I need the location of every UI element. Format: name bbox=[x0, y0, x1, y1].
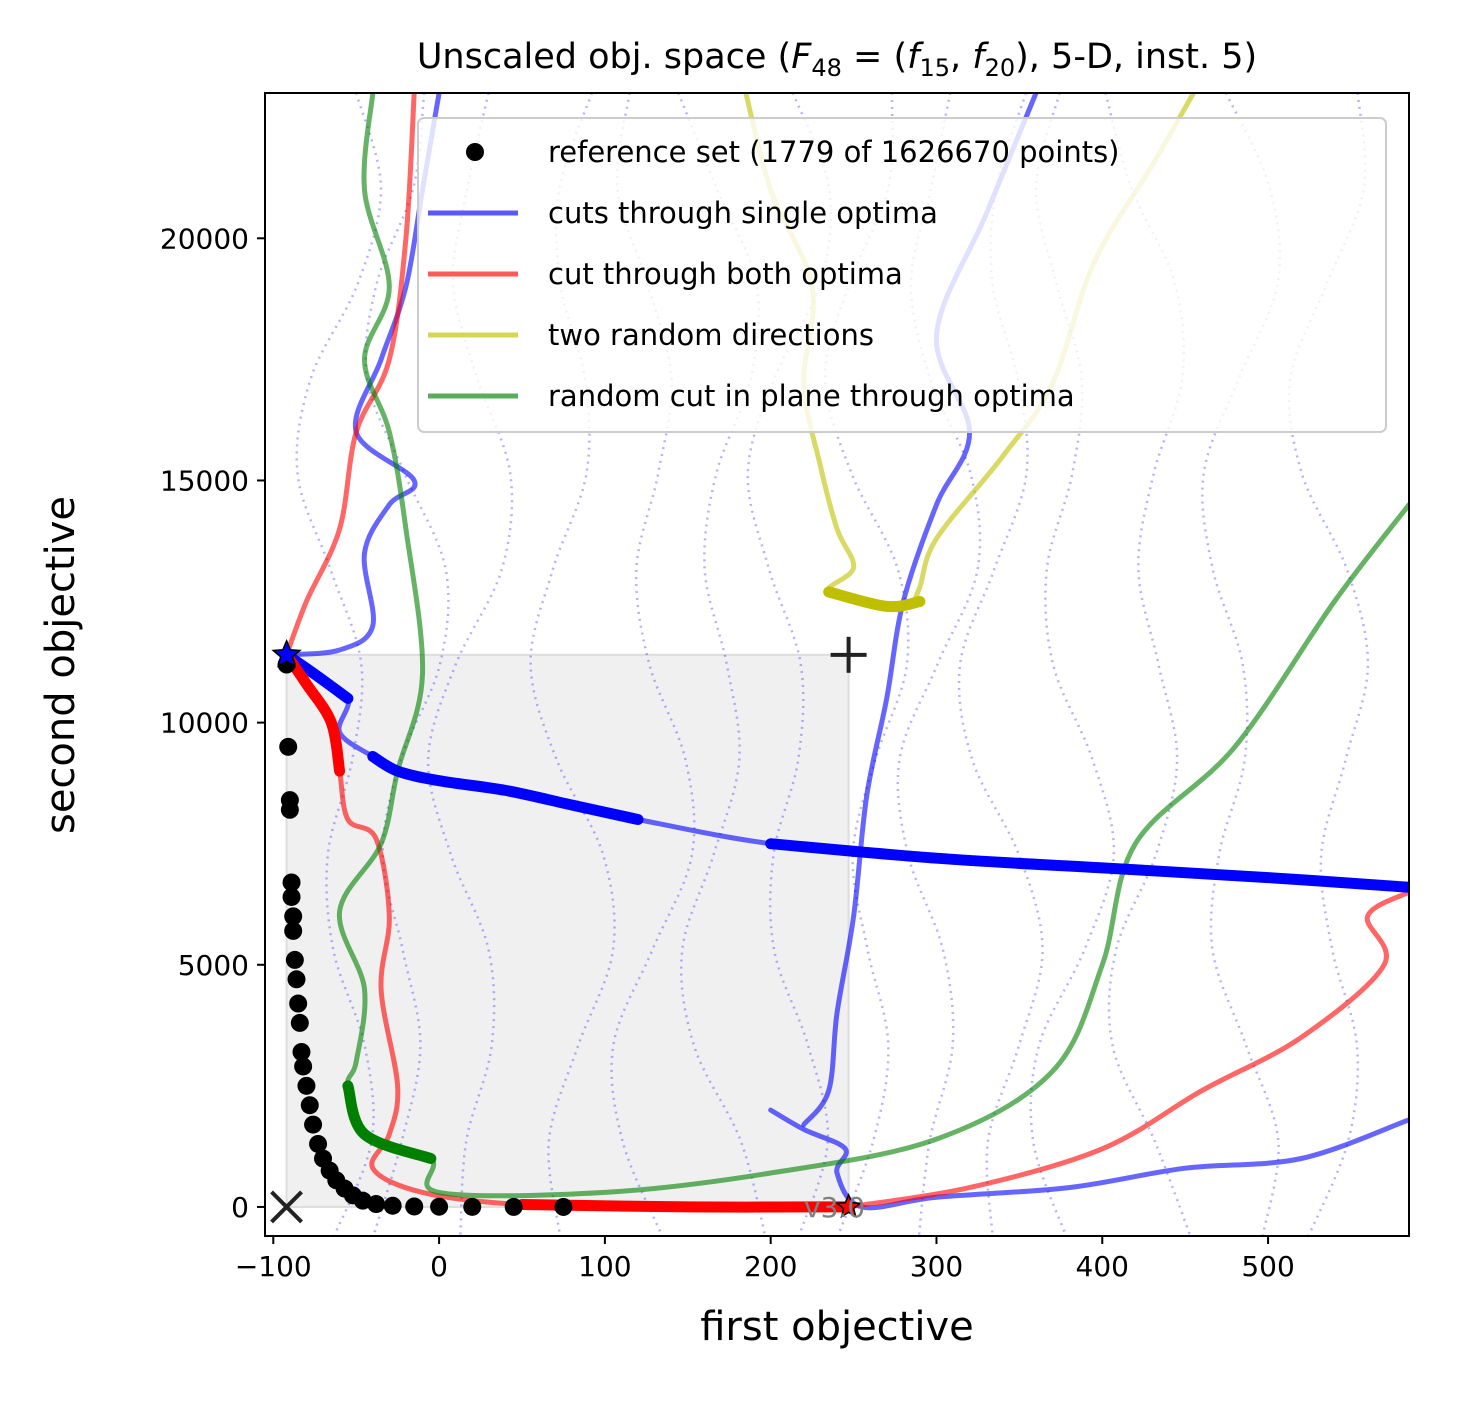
x-axis-title: first objective bbox=[700, 1304, 974, 1350]
x-axis: −100 0 100 200 300 400 500 bbox=[235, 1236, 1295, 1283]
y-tick-label: 0 bbox=[231, 1191, 249, 1224]
legend-marker bbox=[466, 143, 484, 161]
y-axis: 0 5000 10000 15000 20000 bbox=[160, 222, 265, 1224]
legend-label: random cut in plane through optima bbox=[548, 379, 1075, 413]
plot-frame bbox=[264, 92, 1410, 1237]
x-tick-label: 0 bbox=[430, 1250, 448, 1283]
reference-point bbox=[287, 970, 306, 989]
reference-point bbox=[284, 921, 303, 940]
x-tick-label: −100 bbox=[235, 1250, 312, 1283]
reference-point bbox=[292, 1042, 311, 1061]
legend-label: reference set (1779 of 1626670 points) bbox=[548, 135, 1120, 169]
legend-box bbox=[417, 117, 1387, 433]
reference-point bbox=[300, 1096, 319, 1115]
y-axis-title: second objective bbox=[38, 496, 84, 834]
reference-point bbox=[289, 994, 308, 1013]
highlight-segment bbox=[367, 751, 644, 825]
x-tick-label: 400 bbox=[1076, 1250, 1129, 1283]
y-tick-label: 15000 bbox=[160, 464, 249, 497]
reference-point bbox=[290, 1013, 309, 1032]
series-line bbox=[846, 889, 1409, 1210]
x-tick-label: 100 bbox=[578, 1250, 631, 1283]
special-markers bbox=[270, 636, 867, 1224]
series-line bbox=[284, 93, 442, 658]
optimum-f1-star bbox=[835, 1192, 862, 1219]
reference-point bbox=[294, 1057, 313, 1076]
reference-point bbox=[285, 950, 304, 969]
y-tick-label: 10000 bbox=[160, 707, 249, 740]
legend: reference set (1779 of 1626670 points) cu… bbox=[417, 117, 1387, 433]
series-line bbox=[768, 1107, 1409, 1211]
dominated-region bbox=[285, 653, 850, 1208]
reference-point bbox=[405, 1197, 424, 1216]
reference-point bbox=[309, 1134, 328, 1153]
version-label: v3.0 bbox=[804, 1191, 865, 1224]
dotted-cut-line bbox=[1201, 93, 1282, 1236]
nadir-point-marker bbox=[830, 636, 867, 673]
x-tick-label: 500 bbox=[1241, 1250, 1294, 1283]
legend-label: cut through both optima bbox=[548, 257, 903, 291]
legend-label: two random directions bbox=[548, 318, 874, 352]
dotted-cut-line bbox=[746, 93, 833, 1236]
x-tick-label: 200 bbox=[744, 1250, 797, 1283]
reference-point bbox=[279, 737, 298, 756]
reference-point bbox=[430, 1197, 449, 1216]
reference-point bbox=[280, 800, 299, 819]
dotted-cut-line bbox=[295, 93, 383, 1236]
series-layer bbox=[281, 93, 1409, 1213]
reference-set bbox=[277, 655, 573, 1216]
reference-point bbox=[282, 887, 301, 906]
y-tick-label: 20000 bbox=[160, 222, 249, 255]
optimum-f2-star bbox=[271, 638, 302, 668]
reference-point bbox=[463, 1197, 482, 1216]
highlight-segment bbox=[765, 838, 1409, 893]
chart-title: Unscaled obj. space (F48 = (f15, f20), 5… bbox=[417, 37, 1257, 82]
reference-point bbox=[554, 1197, 573, 1216]
highlight-segment bbox=[342, 1080, 437, 1164]
x-tick-label: 300 bbox=[910, 1250, 963, 1283]
plot-area bbox=[270, 93, 1409, 1236]
legend-label: cuts through single optima bbox=[548, 196, 938, 230]
reference-point bbox=[284, 907, 303, 926]
dotted-cut-line bbox=[426, 93, 514, 1236]
reference-point bbox=[504, 1197, 523, 1216]
reference-point bbox=[282, 873, 301, 892]
reference-point bbox=[304, 1115, 323, 1134]
reference-point bbox=[297, 1076, 316, 1095]
reference-point bbox=[367, 1195, 386, 1214]
dotted-cut-line bbox=[896, 93, 982, 1236]
highlight-segment bbox=[823, 586, 926, 613]
series-line bbox=[284, 93, 417, 658]
reference-point bbox=[383, 1196, 402, 1215]
ideal-point-marker bbox=[270, 1190, 303, 1224]
y-tick-label: 5000 bbox=[178, 949, 249, 982]
